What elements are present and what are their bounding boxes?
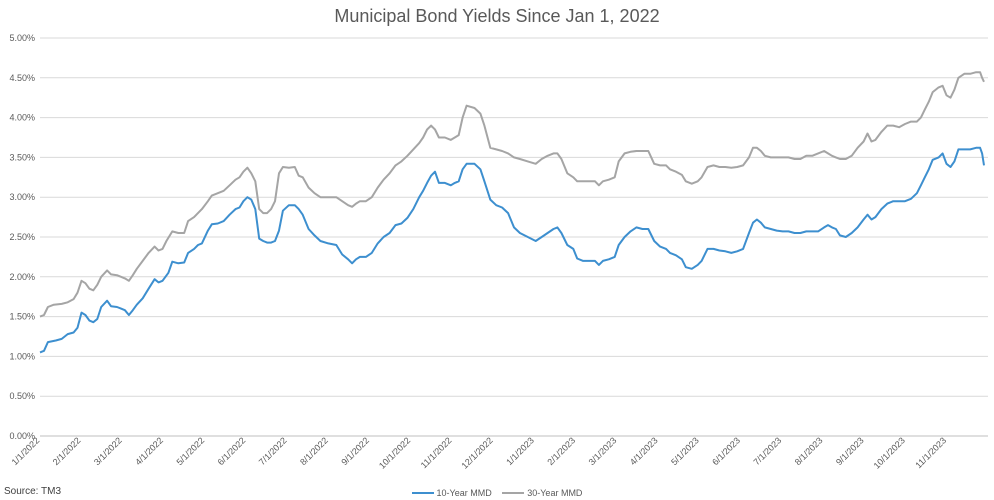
- x-tick-label: 5/1/2022: [174, 435, 206, 467]
- y-tick-label: 0.50%: [9, 391, 35, 401]
- chart-title: Municipal Bond Yields Since Jan 1, 2022: [334, 6, 660, 26]
- legend-label-10-year: 10-Year MMD: [436, 488, 492, 498]
- x-tick-label: 12/1/2022: [459, 435, 494, 470]
- y-axis-tick-labels: 0.00% 0.50% 1.00% 1.50% 2.00% 2.50% 3.00% 3.50%…: [9, 33, 35, 441]
- x-tick-label: 3/1/2022: [92, 435, 124, 467]
- legend-item-30-year: 30-Year MMD: [502, 488, 582, 498]
- x-tick-label: 4/1/2023: [628, 435, 660, 467]
- y-tick-label: 1.00%: [9, 351, 35, 361]
- x-tick-label: 6/1/2023: [710, 435, 742, 467]
- series-line-10-year: [39, 146, 985, 354]
- y-tick-label: 0.00%: [9, 431, 35, 441]
- y-tick-label: 1.50%: [9, 312, 35, 322]
- x-tick-label: 5/1/2023: [669, 435, 701, 467]
- x-tick-label: 11/1/2022: [419, 435, 454, 470]
- y-tick-label: 4.50%: [9, 73, 35, 83]
- legend-swatch-30-year: [502, 492, 525, 494]
- y-tick-label: 3.00%: [9, 192, 35, 202]
- x-tick-label: 7/1/2023: [751, 435, 783, 467]
- x-tick-label: 2/1/2023: [545, 435, 577, 467]
- x-tick-label: 4/1/2022: [133, 435, 165, 467]
- legend-item-10-year: 10-Year MMD: [411, 488, 492, 498]
- y-tick-label: 2.00%: [9, 272, 35, 282]
- x-tick-label: 6/1/2022: [216, 435, 248, 467]
- legend-swatch-10-year: [411, 492, 434, 494]
- x-tick-label: 9/1/2022: [339, 435, 371, 467]
- x-tick-label: 9/1/2023: [834, 435, 866, 467]
- x-tick-label: 8/1/2023: [793, 435, 825, 467]
- x-tick-label: 2/1/2022: [51, 435, 83, 467]
- x-tick-label: 11/1/2023: [913, 435, 948, 470]
- gridlines: [40, 37, 988, 437]
- series-line-30-year: [39, 71, 985, 318]
- legend: 10-Year MMD 30-Year MMD: [0, 486, 994, 498]
- x-tick-label: 8/1/2022: [298, 435, 330, 467]
- y-tick-label: 2.50%: [9, 232, 35, 242]
- x-tick-label: 10/1/2022: [377, 435, 412, 470]
- x-tick-label: 10/1/2023: [872, 435, 907, 470]
- legend-label-30-year: 30-Year MMD: [527, 488, 583, 498]
- y-tick-label: 5.00%: [9, 33, 35, 43]
- x-tick-label: 3/1/2023: [587, 435, 619, 467]
- source-note: Source: TM3: [4, 486, 62, 497]
- x-tick-label: 7/1/2022: [257, 435, 289, 467]
- x-axis-tick-labels: 1/1/2022 2/1/2022 3/1/2022 4/1/2022 5/1/2022…: [10, 435, 949, 470]
- series-lines: [39, 71, 985, 354]
- x-tick-label: 1/1/2023: [504, 435, 536, 467]
- y-tick-label: 3.50%: [9, 152, 35, 162]
- y-tick-label: 4.00%: [9, 113, 35, 123]
